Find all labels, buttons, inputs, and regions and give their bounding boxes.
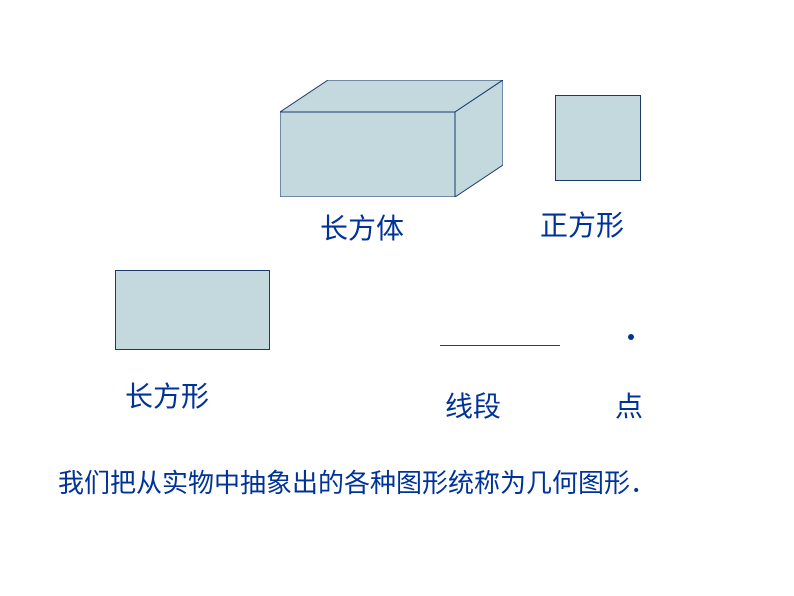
line-segment xyxy=(440,345,560,346)
rectangle-label: 长方形 xyxy=(125,375,209,415)
cuboid-shape xyxy=(280,80,503,197)
point-label: 点 xyxy=(615,385,643,425)
square-shape xyxy=(555,95,641,181)
line-segment-label: 线段 xyxy=(445,385,501,425)
caption-text: 我们把从实物中抽象出的各种图形统称为几何图形． xyxy=(58,463,656,500)
rectangle-shape xyxy=(115,270,270,350)
point-shape xyxy=(628,334,634,340)
square-label: 正方形 xyxy=(540,204,624,244)
cuboid-svg xyxy=(280,80,503,197)
cuboid-label: 长方体 xyxy=(320,207,404,247)
